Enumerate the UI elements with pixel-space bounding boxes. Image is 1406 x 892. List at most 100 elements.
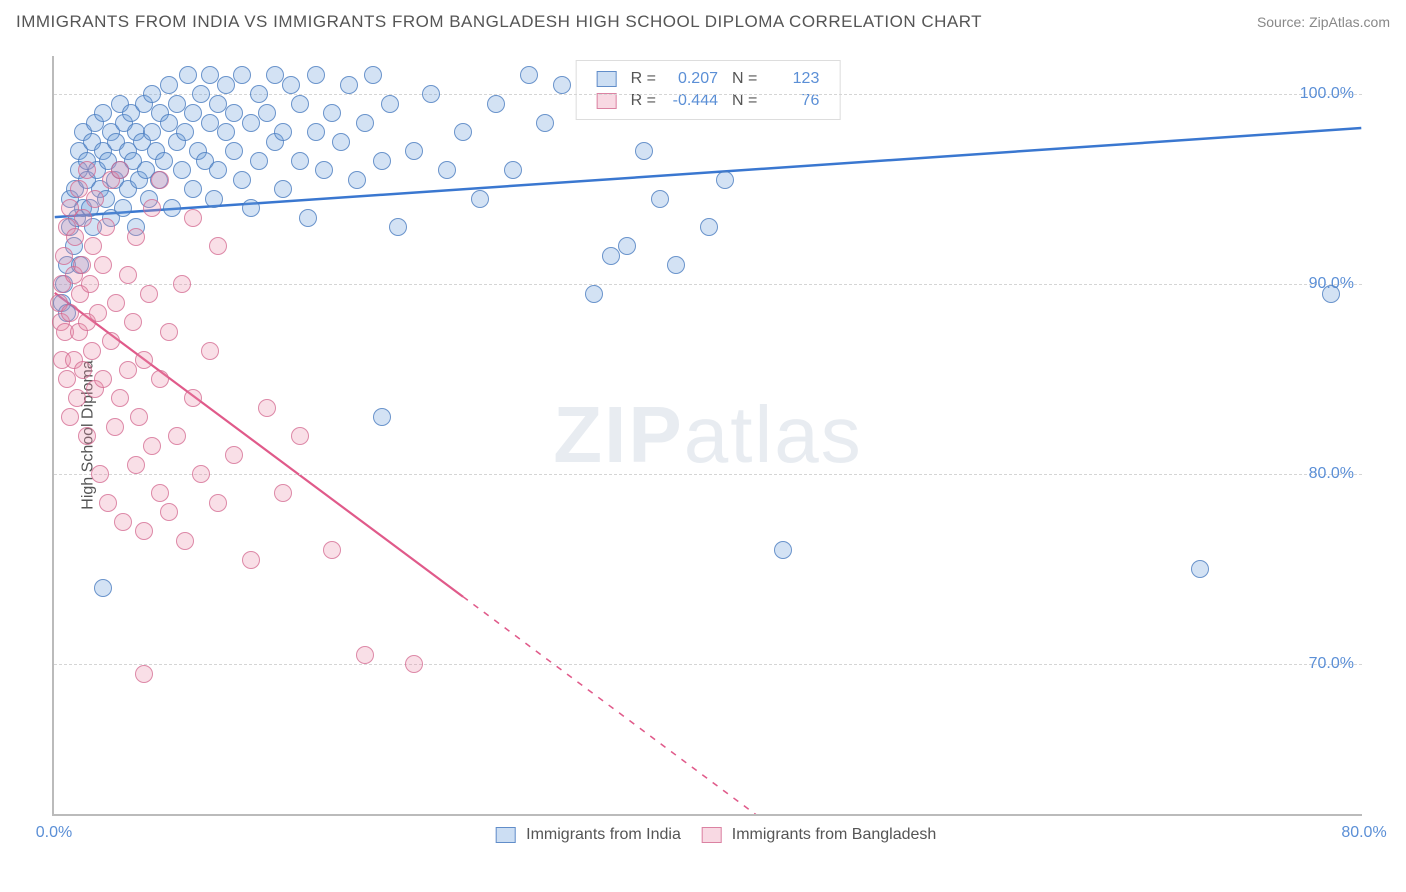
scatter-point (70, 323, 88, 341)
scatter-point (151, 104, 169, 122)
scatter-point (111, 161, 129, 179)
scatter-point (585, 285, 603, 303)
scatter-point (307, 66, 325, 84)
scatter-point (50, 294, 68, 312)
scatter-point (323, 104, 341, 122)
scatter-point (52, 313, 70, 331)
gridline (54, 284, 1362, 285)
xtick-label: 0.0% (36, 824, 72, 842)
scatter-point (389, 218, 407, 236)
scatter-point (454, 123, 472, 141)
scatter-point (151, 370, 169, 388)
scatter-point (114, 199, 132, 217)
scatter-point (258, 104, 276, 122)
scatter-point (71, 256, 89, 274)
scatter-point (258, 399, 276, 417)
scatter-point (53, 275, 71, 293)
scatter-point (86, 190, 104, 208)
scatter-point (340, 76, 358, 94)
scatter-point (137, 161, 155, 179)
scatter-point (111, 161, 129, 179)
scatter-point (66, 228, 84, 246)
scatter-point (209, 237, 227, 255)
scatter-point (130, 171, 148, 189)
scatter-point (94, 579, 112, 597)
n-label: N = (726, 91, 763, 111)
n-label: N = (726, 69, 763, 89)
scatter-point (274, 484, 292, 502)
scatter-point (70, 142, 88, 160)
scatter-point (250, 85, 268, 103)
scatter-point (133, 133, 151, 151)
trend-lines (54, 56, 1362, 814)
scatter-point (61, 190, 79, 208)
scatter-point (140, 285, 158, 303)
scatter-point (209, 95, 227, 113)
scatter-point (291, 152, 309, 170)
scatter-point (78, 152, 96, 170)
watermark-bold: ZIP (553, 390, 683, 479)
scatter-point (201, 66, 219, 84)
scatter-point (274, 123, 292, 141)
scatter-point (332, 133, 350, 151)
scatter-point (58, 256, 76, 274)
scatter-point (201, 114, 219, 132)
scatter-point (173, 275, 191, 293)
scatter-point (651, 190, 669, 208)
scatter-point (84, 237, 102, 255)
scatter-point (143, 437, 161, 455)
scatter-point (602, 247, 620, 265)
scatter-point (438, 161, 456, 179)
trend-line (55, 293, 463, 597)
scatter-point (233, 66, 251, 84)
scatter-point (242, 114, 260, 132)
scatter-point (184, 389, 202, 407)
scatter-point (130, 408, 148, 426)
scatter-plot: ZIPatlas High School Diploma R = 0.207 N… (52, 56, 1362, 816)
scatter-point (124, 152, 142, 170)
legend-label: Immigrants from India (526, 826, 681, 843)
scatter-point (102, 332, 120, 350)
scatter-point (160, 76, 178, 94)
ytick-label: 80.0% (1309, 465, 1354, 483)
scatter-point (119, 180, 137, 198)
scatter-point (381, 95, 399, 113)
scatter-point (135, 95, 153, 113)
scatter-point (163, 199, 181, 217)
scatter-point (266, 133, 284, 151)
gridline (54, 474, 1362, 475)
scatter-point (68, 209, 86, 227)
scatter-point (99, 494, 117, 512)
r-value: 0.207 (670, 70, 718, 88)
scatter-point (102, 171, 120, 189)
scatter-point (405, 655, 423, 673)
legend-stats-row: R = -0.444 N = 76 (591, 91, 826, 111)
legend-stats-row: R = 0.207 N = 123 (591, 69, 826, 89)
scatter-point (155, 152, 173, 170)
scatter-point (58, 370, 76, 388)
scatter-point (225, 142, 243, 160)
scatter-point (471, 190, 489, 208)
r-label: R = (625, 91, 662, 111)
scatter-point (168, 427, 186, 445)
scatter-point (291, 95, 309, 113)
swatch-pink (701, 827, 721, 843)
scatter-point (127, 218, 145, 236)
scatter-point (78, 171, 96, 189)
source-label: Source: ZipAtlas.com (1257, 14, 1390, 30)
scatter-point (119, 142, 137, 160)
scatter-point (89, 304, 107, 322)
scatter-point (242, 551, 260, 569)
scatter-point (192, 85, 210, 103)
scatter-point (151, 484, 169, 502)
scatter-point (61, 408, 79, 426)
swatch-blue (597, 71, 617, 87)
gridline (54, 664, 1362, 665)
ytick-label: 70.0% (1309, 655, 1354, 673)
scatter-point (348, 171, 366, 189)
scatter-point (774, 541, 792, 559)
y-axis-label: High School Diploma (80, 360, 98, 509)
scatter-point (553, 76, 571, 94)
swatch-blue (496, 827, 516, 843)
scatter-point (209, 161, 227, 179)
